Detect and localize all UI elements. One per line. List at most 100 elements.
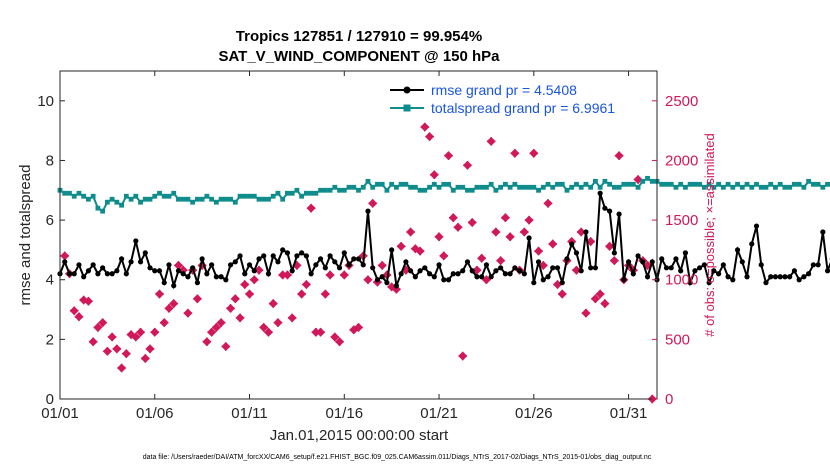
spread-point bbox=[820, 184, 826, 190]
rmse-point bbox=[583, 229, 589, 235]
rmse-point bbox=[706, 280, 712, 286]
spread-point bbox=[299, 193, 305, 199]
rmse-point bbox=[261, 253, 267, 259]
spread-point bbox=[635, 184, 641, 190]
rmse-point bbox=[76, 262, 82, 268]
chart-title-line2: SAT_V_WIND_COMPONENT @ 150 hPa bbox=[218, 48, 500, 65]
rmse-point bbox=[801, 274, 807, 280]
rmse-point bbox=[535, 259, 542, 265]
spread-point bbox=[166, 193, 172, 199]
spread-point bbox=[569, 184, 575, 190]
rmse-point bbox=[100, 265, 106, 271]
rmse-series bbox=[57, 190, 830, 290]
y-left-tick-label: 0 bbox=[46, 391, 54, 408]
rmse-point bbox=[635, 253, 641, 259]
spread-point bbox=[261, 196, 267, 202]
spread-point bbox=[668, 181, 674, 187]
spread-point bbox=[171, 190, 177, 196]
rmse-point bbox=[668, 265, 674, 271]
spread-series bbox=[57, 175, 830, 214]
spread-point bbox=[398, 181, 404, 187]
rmse-point bbox=[199, 256, 205, 262]
y-left-tick-label: 8 bbox=[46, 152, 54, 169]
rmse-point bbox=[616, 211, 622, 217]
rmse-point bbox=[644, 274, 651, 280]
rmse-point bbox=[185, 274, 191, 280]
y-left-tick-label: 6 bbox=[46, 212, 54, 229]
spread-point bbox=[341, 187, 347, 193]
spread-point bbox=[484, 184, 489, 190]
spread-point bbox=[678, 181, 684, 187]
obs-marker bbox=[519, 227, 529, 237]
spread-point bbox=[95, 205, 101, 211]
rmse-point bbox=[659, 256, 665, 262]
obs-marker bbox=[211, 322, 221, 332]
rmse-point bbox=[573, 250, 580, 256]
rmse-point bbox=[242, 271, 248, 277]
spread-point bbox=[806, 178, 812, 184]
spread-point bbox=[597, 184, 603, 190]
obs-marker bbox=[216, 318, 226, 328]
rmse-point bbox=[327, 253, 333, 259]
obs-marker bbox=[486, 136, 496, 146]
rmse-point bbox=[71, 271, 77, 277]
rmse-point bbox=[777, 274, 783, 280]
rmse-point bbox=[128, 259, 134, 265]
spread-point bbox=[792, 181, 797, 187]
rmse-point bbox=[502, 271, 508, 277]
rmse-point bbox=[289, 268, 295, 274]
rmse-point bbox=[550, 265, 556, 271]
rmse-point bbox=[137, 259, 144, 265]
rmse-point bbox=[393, 283, 400, 289]
spread-point bbox=[147, 196, 153, 202]
rmse-point bbox=[256, 256, 262, 262]
spread-point bbox=[744, 181, 750, 187]
x-axis-label: Jan.01,2015 00:00:00 start bbox=[270, 427, 449, 444]
legend-spread-label: totalspread grand pr = 6.9961 bbox=[431, 100, 615, 116]
rmse-point bbox=[545, 274, 551, 280]
spread-point bbox=[801, 184, 807, 190]
spread-point bbox=[687, 181, 693, 187]
rmse-point bbox=[398, 271, 404, 277]
rmse-point bbox=[246, 262, 253, 268]
y-axis-label-right: # of obs: o=possible; ×=assimilated bbox=[702, 133, 717, 336]
spread-point bbox=[152, 193, 158, 199]
rmse-point bbox=[450, 271, 456, 277]
rmse-point bbox=[697, 265, 703, 271]
rmse-point bbox=[531, 280, 537, 286]
spread-point bbox=[588, 184, 594, 190]
rmse-point bbox=[109, 271, 115, 277]
obs-marker bbox=[614, 151, 624, 161]
rmse-point bbox=[796, 277, 802, 283]
spread-point bbox=[446, 181, 451, 187]
spread-point bbox=[706, 181, 712, 187]
obs-marker bbox=[69, 306, 79, 316]
obs-marker bbox=[443, 151, 454, 161]
spread-point bbox=[161, 193, 167, 199]
spread-point bbox=[659, 181, 665, 187]
rmse-point bbox=[663, 265, 670, 271]
spread-point bbox=[796, 181, 802, 187]
spread-point bbox=[332, 184, 338, 190]
spread-point bbox=[228, 196, 233, 202]
rmse-point bbox=[493, 268, 499, 274]
spread-point bbox=[337, 187, 342, 193]
y-left-tick-label: 4 bbox=[46, 272, 54, 289]
spread-point bbox=[777, 181, 783, 187]
spread-point bbox=[469, 187, 475, 193]
rmse-point bbox=[194, 280, 201, 286]
obs-marker bbox=[60, 251, 70, 261]
rmse-point bbox=[734, 247, 741, 253]
rmse-point bbox=[744, 274, 750, 280]
spread-point bbox=[692, 181, 698, 187]
rmse-point bbox=[460, 268, 466, 274]
spread-point bbox=[645, 175, 650, 181]
rmse-point bbox=[218, 274, 224, 280]
tick-layer: 01/01 01/06 01/11 01/16 01/21 01/26 01/31 0 2 4 6 8… bbox=[37, 71, 698, 422]
spread-point bbox=[412, 184, 418, 190]
spread-point bbox=[247, 193, 252, 199]
obs-marker bbox=[98, 318, 108, 328]
spread-point bbox=[697, 181, 703, 187]
rmse-point bbox=[625, 259, 632, 265]
x-tick-label: 01/01 bbox=[41, 405, 79, 422]
